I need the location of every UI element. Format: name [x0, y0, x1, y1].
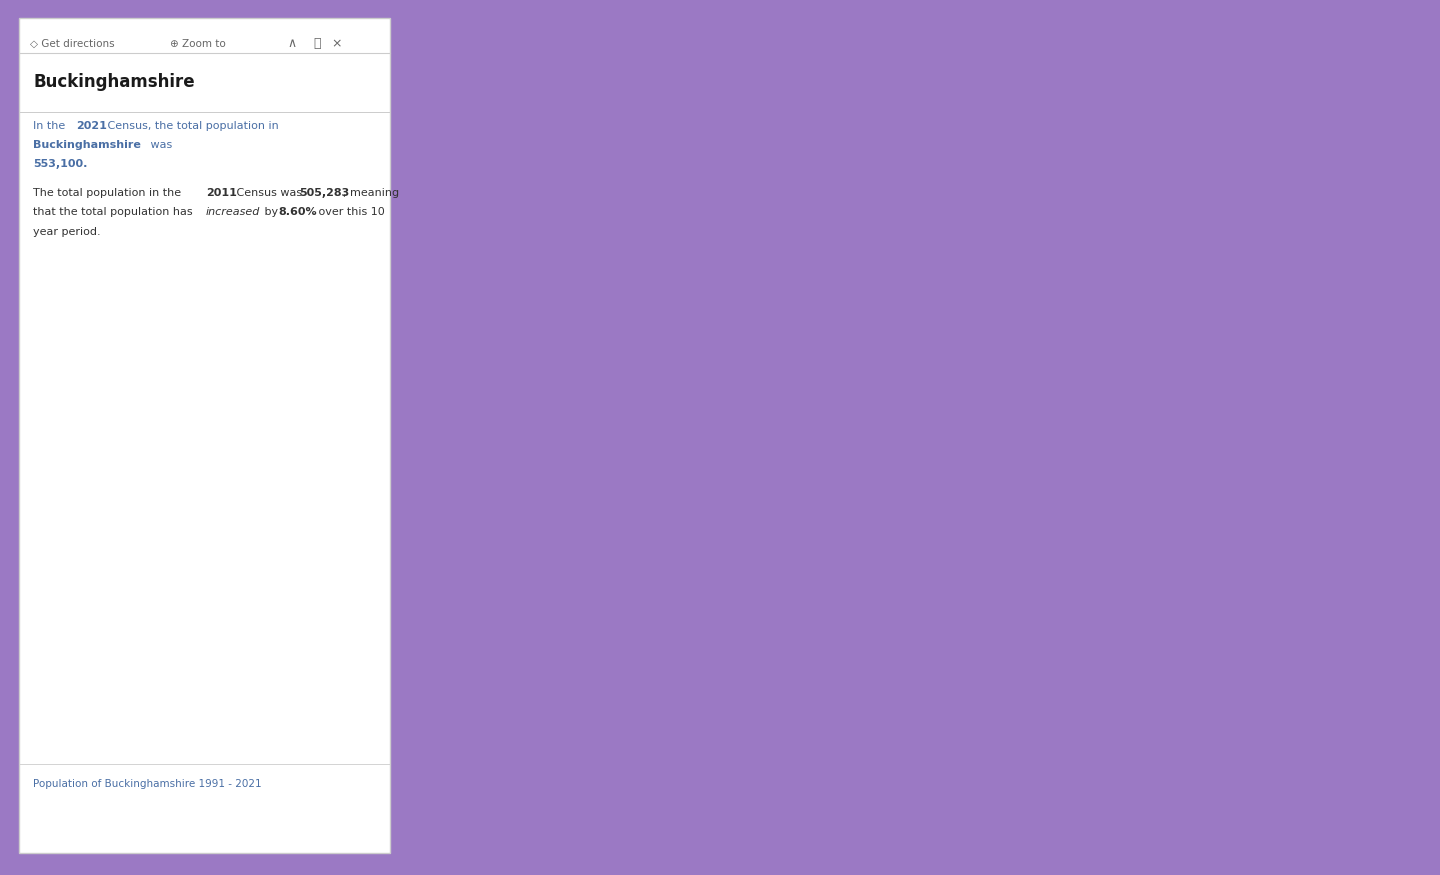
Text: was: was	[147, 140, 173, 150]
Text: ◇ Get directions: ◇ Get directions	[30, 38, 115, 49]
Text: 2011: 2011	[206, 188, 236, 198]
Text: by: by	[261, 207, 278, 217]
Text: year period.: year period.	[33, 227, 101, 236]
Text: over this 10: over this 10	[315, 207, 384, 217]
Text: Buckinghamshire: Buckinghamshire	[33, 73, 194, 91]
Text: Census, the total population in: Census, the total population in	[104, 121, 278, 130]
Text: The total population in the: The total population in the	[33, 188, 184, 198]
Text: Census was: Census was	[233, 188, 302, 198]
Text: ×: ×	[331, 38, 343, 50]
Text: ∧: ∧	[288, 38, 297, 50]
Text: Population of Buckinghamshire 1991 - 2021: Population of Buckinghamshire 1991 - 202…	[33, 779, 262, 788]
Text: 8.60%: 8.60%	[278, 207, 317, 217]
Text: 2021: 2021	[76, 121, 107, 130]
Text: 553,100.: 553,100.	[33, 159, 88, 169]
Text: In the: In the	[33, 121, 69, 130]
Text: , meaning: , meaning	[343, 188, 399, 198]
Text: increased: increased	[206, 207, 261, 217]
Text: Buckinghamshire: Buckinghamshire	[33, 140, 141, 150]
Text: ⊕ Zoom to: ⊕ Zoom to	[170, 38, 226, 49]
Text: ⧉: ⧉	[312, 38, 321, 50]
Text: 505,283: 505,283	[300, 188, 350, 198]
Text: that the total population has: that the total population has	[33, 207, 196, 217]
